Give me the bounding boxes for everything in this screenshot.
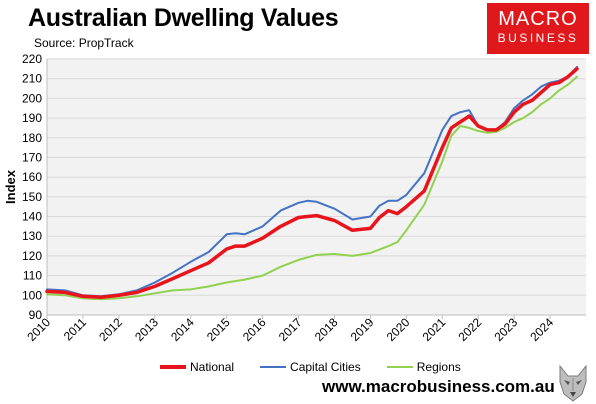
y-tick-label-120: 120 xyxy=(22,249,42,263)
chart-title: Australian Dwelling Values xyxy=(28,4,339,32)
plot-area xyxy=(47,59,586,315)
y-tick-label-200: 200 xyxy=(22,91,42,105)
macrobusiness-logo: MACRO BUSINESS xyxy=(487,3,589,54)
x-tick-label-2013: 2013 xyxy=(132,315,161,344)
x-tick-label-2019: 2019 xyxy=(348,315,377,344)
y-axis-title: Index xyxy=(3,169,18,204)
x-tick-label-2020: 2020 xyxy=(384,315,413,344)
x-tick-label-2023: 2023 xyxy=(491,315,520,344)
legend-item-national: National xyxy=(160,360,234,374)
series-line-national xyxy=(45,67,579,300)
legend-swatch xyxy=(260,366,287,368)
legend-swatch xyxy=(160,365,186,369)
legend-label: Capital Cities xyxy=(290,360,361,374)
y-tick-label-100: 100 xyxy=(22,288,42,302)
y-tick-label-180: 180 xyxy=(22,131,42,145)
x-tick-label-2018: 2018 xyxy=(312,315,341,344)
y-tick-label-160: 160 xyxy=(22,170,42,184)
website-url: www.macrobusiness.com.au xyxy=(322,377,555,396)
x-tick-label-2012: 2012 xyxy=(96,315,125,344)
legend-item-capital-cities: Capital Cities xyxy=(260,360,361,374)
y-tick-label-190: 190 xyxy=(22,111,42,125)
y-tick-label-140: 140 xyxy=(22,210,42,224)
x-tick-label-2016: 2016 xyxy=(240,315,269,344)
x-tick-label-2015: 2015 xyxy=(204,315,233,344)
y-tick-label-210: 210 xyxy=(22,72,42,86)
legend-label: Regions xyxy=(416,360,461,374)
chart-source: Source: PropTrack xyxy=(34,36,134,50)
logo-text-bottom: BUSINESS xyxy=(497,31,579,45)
y-tick-label-220: 220 xyxy=(22,52,42,66)
y-tick-label-90: 90 xyxy=(29,308,43,322)
x-tick-label-2011: 2011 xyxy=(61,315,89,343)
wolf-logo-icon xyxy=(559,364,587,402)
x-tick-label-2014: 2014 xyxy=(168,315,197,344)
legend-item-regions: Regions xyxy=(386,360,461,374)
x-tick-label-2017: 2017 xyxy=(276,315,305,344)
y-tick-label-130: 130 xyxy=(22,229,42,243)
y-tick-label-150: 150 xyxy=(22,190,42,204)
logo-text-top: MACRO xyxy=(498,8,578,30)
x-tick-label-2021: 2021 xyxy=(420,315,449,344)
legend-label: National xyxy=(190,360,235,374)
series-line-regions xyxy=(46,75,578,301)
legend-swatch xyxy=(386,366,413,368)
x-tick-label-2024: 2024 xyxy=(527,315,556,344)
y-tick-label-170: 170 xyxy=(22,150,42,164)
series-line-capital-cities xyxy=(46,65,578,298)
chart-legend: National Capital Cities Regions xyxy=(160,360,487,374)
x-tick-label-2022: 2022 xyxy=(456,315,485,344)
y-tick-label-110: 110 xyxy=(23,269,42,283)
